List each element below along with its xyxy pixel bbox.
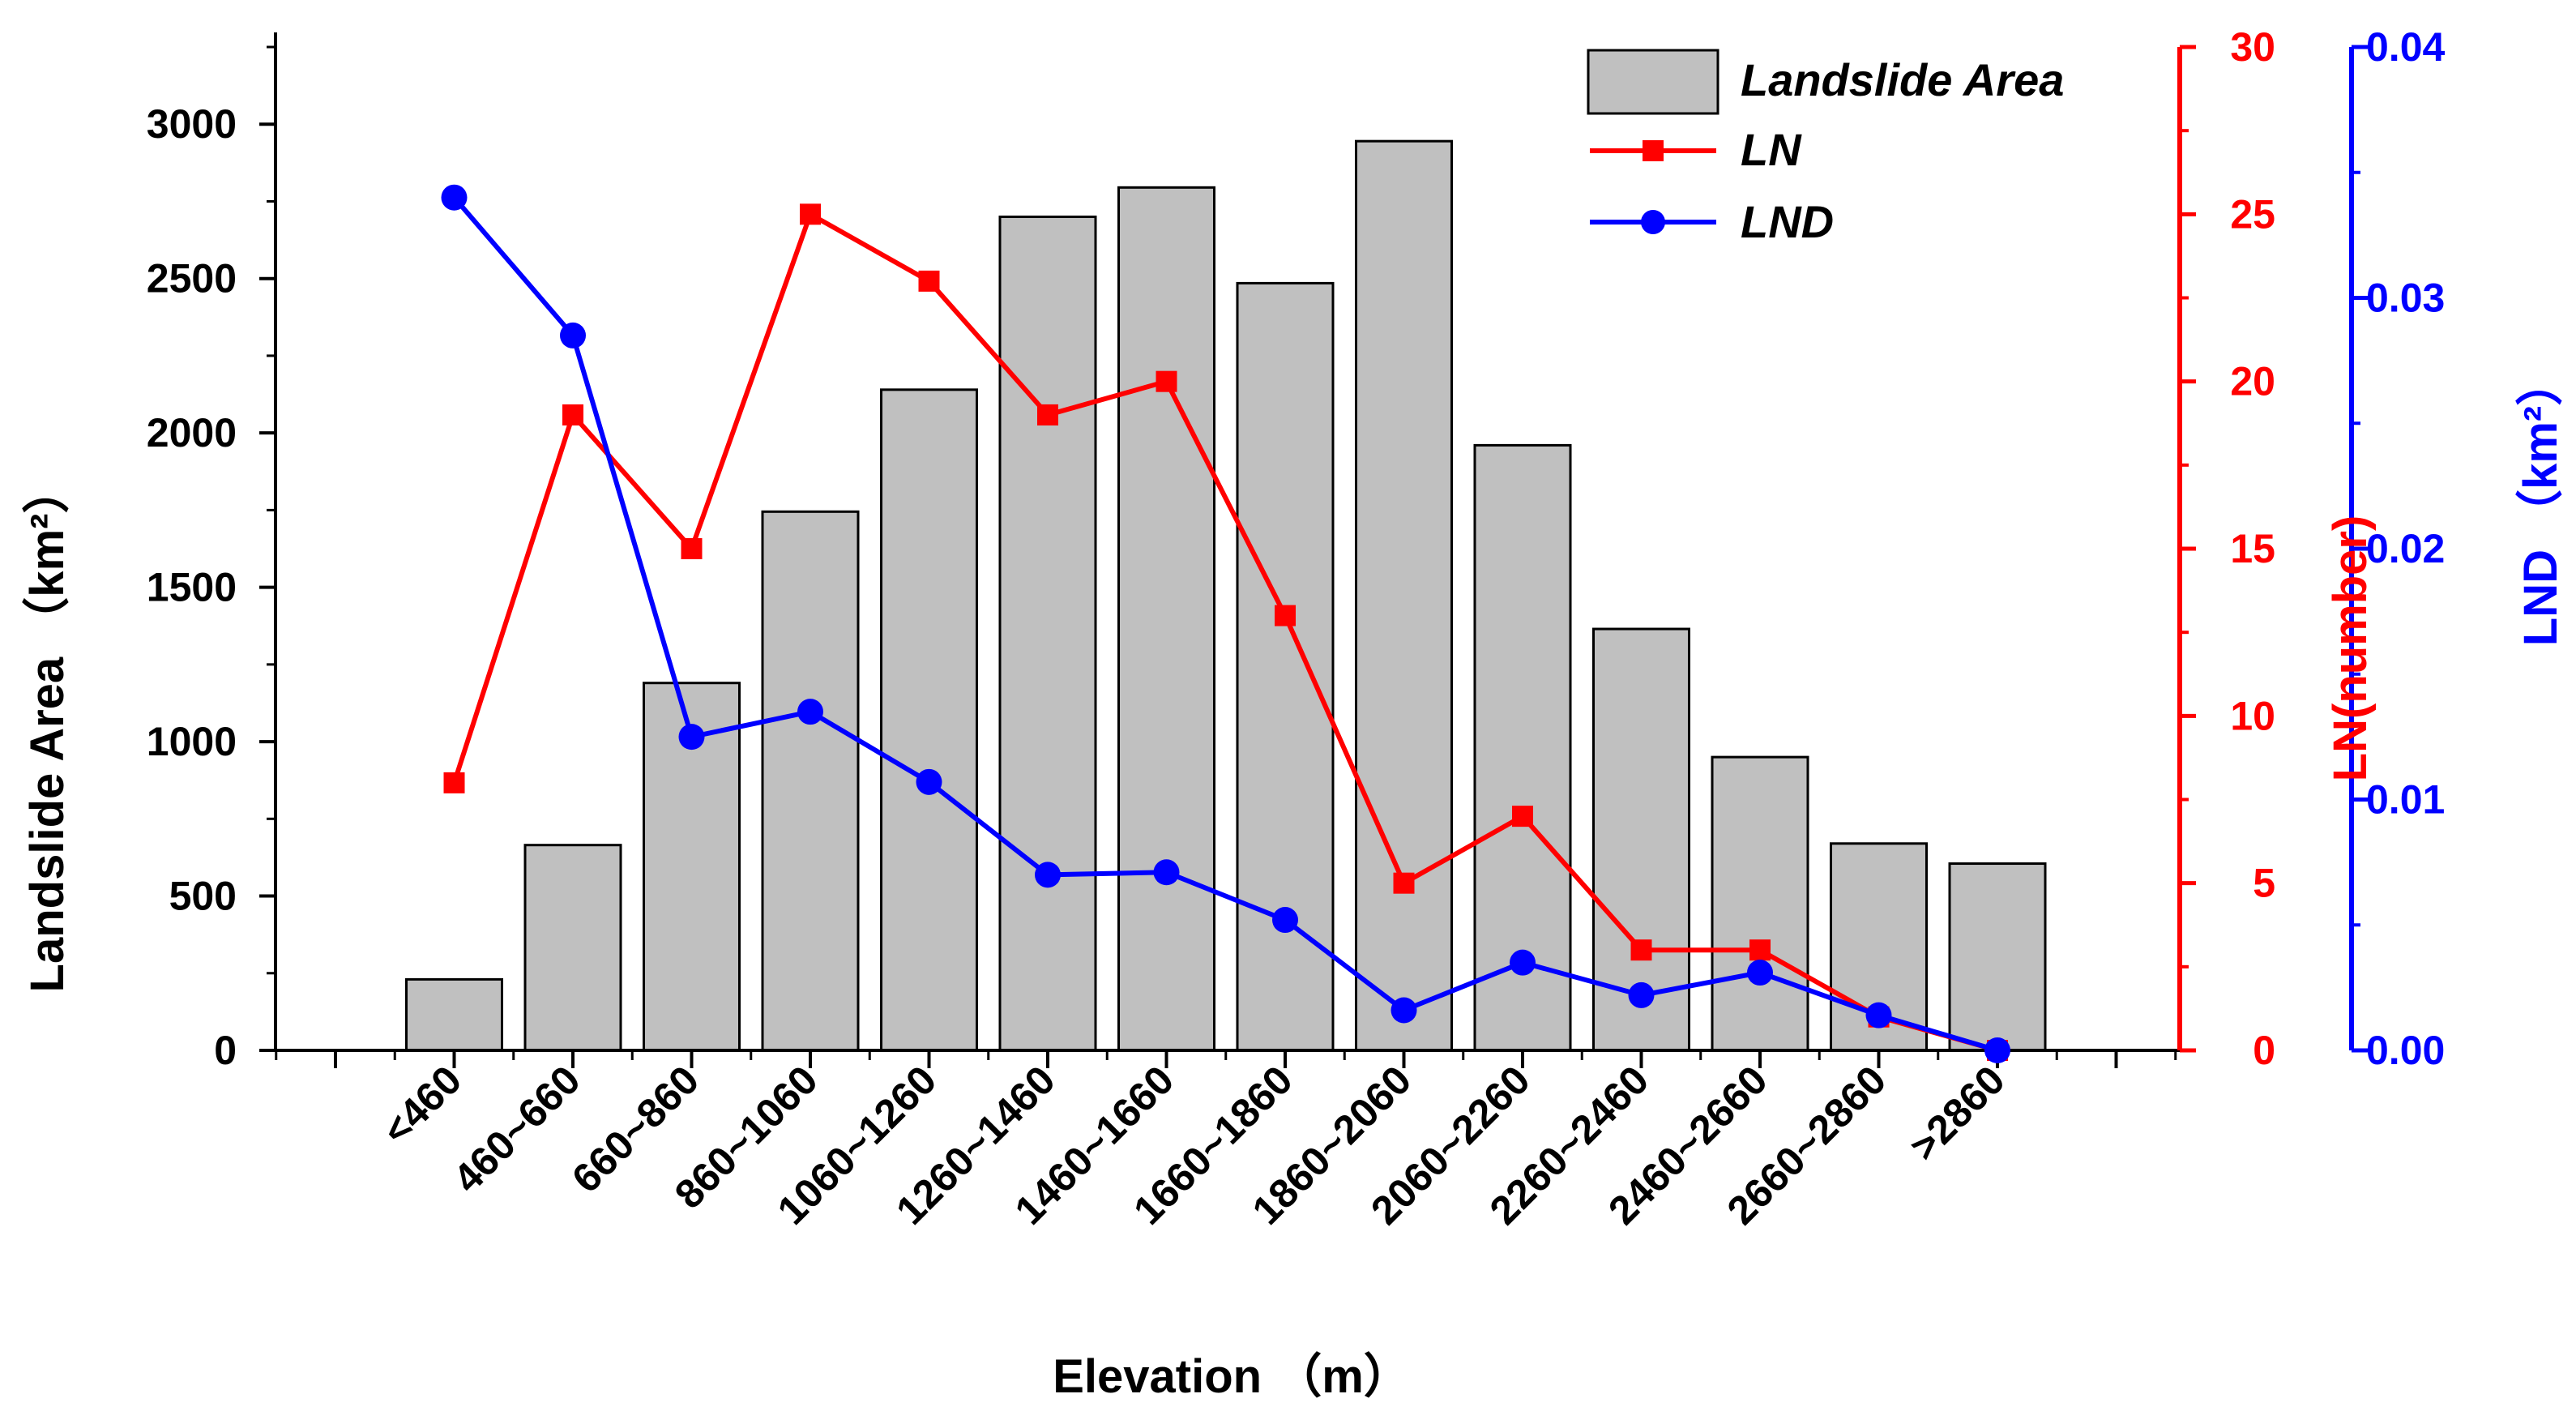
right-axis-title-ln: LN(number)	[2324, 515, 2377, 782]
legend-label-ln: LN	[1741, 124, 1802, 175]
ln-point-5	[1037, 404, 1058, 425]
ln-point-3	[800, 203, 821, 225]
legend: Landslide Area LN LND	[1587, 49, 2064, 247]
bar-3	[761, 510, 860, 1052]
lnd-point-5	[1035, 862, 1061, 888]
lnd-point-11	[1747, 960, 1773, 986]
left-tick-label-3: 1500	[147, 565, 237, 610]
bar-1	[523, 844, 622, 1052]
lnd-point-10	[1628, 981, 1655, 1008]
lnd-tick-label-1: 0.01	[2366, 777, 2445, 823]
bar-6	[1117, 186, 1215, 1052]
ln-tick-label-1: 5	[2253, 861, 2275, 906]
lnd-tick-label-0: 0.00	[2366, 1028, 2445, 1073]
legend-label-lnd: LND	[1741, 196, 1834, 247]
lnd-point-1	[560, 322, 586, 349]
left-tick-label-2: 1000	[147, 719, 237, 764]
legend-marker-lnd	[1641, 210, 1665, 234]
lnd-tick-label-3: 0.03	[2366, 276, 2445, 321]
left-tick-label-5: 2500	[147, 256, 237, 301]
ln-tick-label-4: 20	[2230, 359, 2275, 404]
line-series	[441, 184, 2010, 1063]
bar-4	[880, 388, 978, 1052]
ln-point-8	[1393, 872, 1415, 894]
bar-11	[1711, 755, 1809, 1052]
axes	[259, 32, 2368, 1068]
x-axis-title: Elevation （m）	[1053, 1350, 1411, 1403]
bar-5	[998, 216, 1097, 1052]
lnd-tick-label-2: 0.02	[2366, 526, 2445, 571]
lnd-point-13	[1984, 1037, 2010, 1063]
legend-swatch-area	[1587, 49, 1719, 115]
bar-8	[1355, 139, 1453, 1052]
x-tick-label-13: >2860	[1901, 1057, 2014, 1170]
lnd-point-4	[916, 768, 942, 795]
lnd-point-3	[797, 699, 823, 725]
lnd-point-7	[1272, 907, 1298, 934]
ln-tick-label-2: 10	[2230, 693, 2275, 738]
ln-tick-label-3: 15	[2230, 526, 2275, 571]
ln-point-9	[1512, 806, 1533, 827]
lnd-tick-label-4: 0.04	[2366, 24, 2446, 70]
bar-10	[1592, 627, 1690, 1052]
left-tick-label-4: 2000	[147, 410, 237, 455]
lnd-point-12	[1865, 1002, 1892, 1028]
right-axis-title-lnd: LND （km²）	[2514, 359, 2567, 646]
x-tick-label-0: <460	[374, 1057, 470, 1153]
left-tick-label-1: 500	[169, 874, 237, 919]
left-axis-title: Landslide Area （km²）	[21, 467, 74, 993]
bar-series-landslide-area	[405, 139, 2047, 1052]
left-tick-label-6: 3000	[147, 101, 237, 147]
bar-7	[1236, 281, 1335, 1052]
ln-point-7	[1275, 605, 1296, 626]
bar-9	[1473, 443, 1572, 1052]
lnd-line	[452, 195, 1998, 1053]
ln-tick-label-0: 0	[2253, 1028, 2275, 1073]
legend-label-area: Landslide Area	[1741, 54, 2064, 105]
ln-point-1	[562, 404, 583, 425]
ln-point-0	[443, 772, 465, 793]
lnd-point-2	[678, 724, 705, 750]
lnd-point-9	[1510, 949, 1536, 976]
lnd-point-6	[1153, 859, 1180, 886]
ln-point-11	[1749, 939, 1771, 961]
ln-point-4	[918, 270, 940, 292]
lnd-point-8	[1391, 997, 1417, 1024]
bar-13	[1948, 862, 2047, 1052]
ln-line	[451, 212, 1998, 1053]
ln-tick-label-6: 30	[2230, 24, 2275, 70]
ln-point-6	[1156, 370, 1177, 392]
x-tick-label-1: 460~660	[445, 1057, 589, 1201]
bar-0	[405, 977, 503, 1052]
lnd-point-0	[441, 184, 468, 211]
ln-point-2	[681, 538, 703, 559]
left-tick-label-0: 0	[214, 1028, 237, 1073]
ln-tick-label-5: 25	[2230, 191, 2275, 237]
ln-point-10	[1630, 939, 1652, 961]
legend-marker-ln	[1643, 140, 1664, 161]
